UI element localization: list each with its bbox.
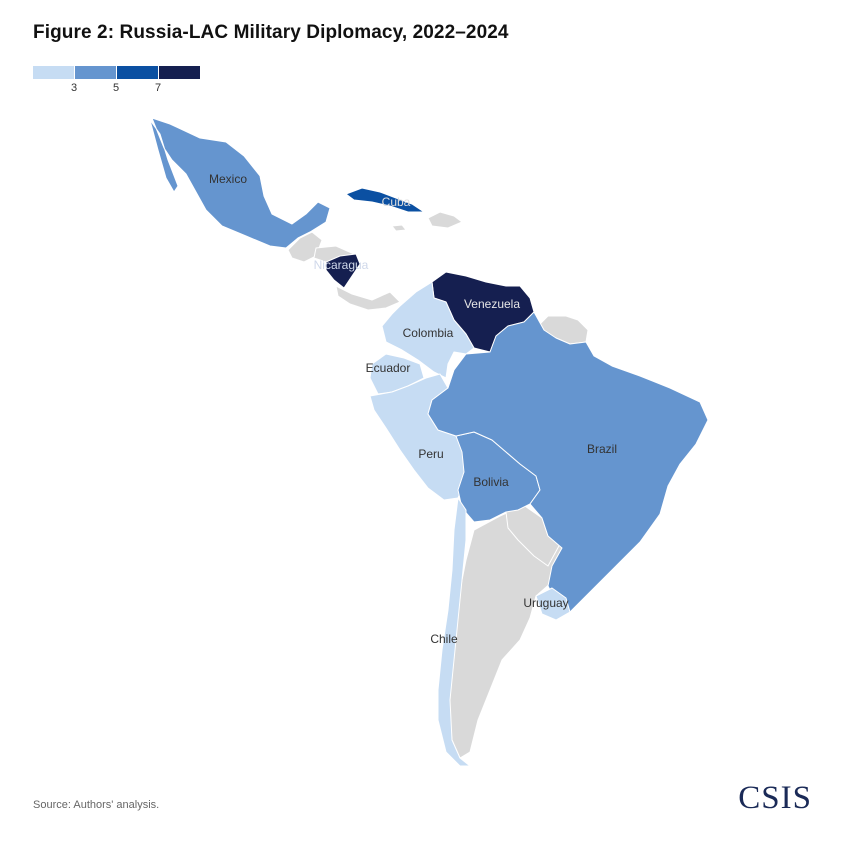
legend-swatch-4 <box>159 66 200 79</box>
label-mexico: Mexico <box>209 172 247 186</box>
legend-tick-5: 5 <box>112 82 120 94</box>
source-note: Source: Authors' analysis. <box>33 799 160 811</box>
legend-ticks: 3 5 7 <box>33 79 201 95</box>
legend-tick-3: 3 <box>70 82 78 94</box>
chart-title: Figure 2: Russia-LAC Military Diplomacy,… <box>33 22 509 43</box>
legend-swatch-2 <box>75 66 116 79</box>
country-chile <box>437 497 471 767</box>
label-chile: Chile <box>430 632 458 646</box>
country-costarica-panama <box>335 285 401 311</box>
country-jamaica <box>391 224 407 232</box>
label-venezuela: Venezuela <box>464 297 520 311</box>
country-uruguay <box>535 587 571 621</box>
label-brazil: Brazil <box>587 442 617 456</box>
legend-swatch-3 <box>117 66 158 79</box>
country-labels: Mexico Cuba Nicaragua Venezuela Colombia… <box>209 172 617 646</box>
label-cuba: Cuba <box>382 195 411 209</box>
country-mexico <box>149 117 331 249</box>
legend-swatch-1 <box>33 66 74 79</box>
csis-logo: CSIS <box>738 780 812 816</box>
label-uruguay: Uruguay <box>523 596 568 610</box>
country-nicaragua <box>325 253 361 289</box>
label-nicaragua: Nicaragua <box>314 258 369 272</box>
label-peru: Peru <box>418 447 443 461</box>
legend-tick-7: 7 <box>154 82 162 94</box>
legend-bar <box>33 66 201 79</box>
color-legend: 3 5 7 <box>33 66 201 95</box>
country-brazil <box>427 311 709 613</box>
label-ecuador: Ecuador <box>366 361 411 375</box>
country-colombia <box>381 281 475 379</box>
label-colombia: Colombia <box>403 326 454 340</box>
country-haiti-dr <box>427 211 463 229</box>
country-cuba <box>345 187 425 213</box>
label-bolivia: Bolivia <box>473 475 509 489</box>
country-paraguay <box>505 503 561 567</box>
